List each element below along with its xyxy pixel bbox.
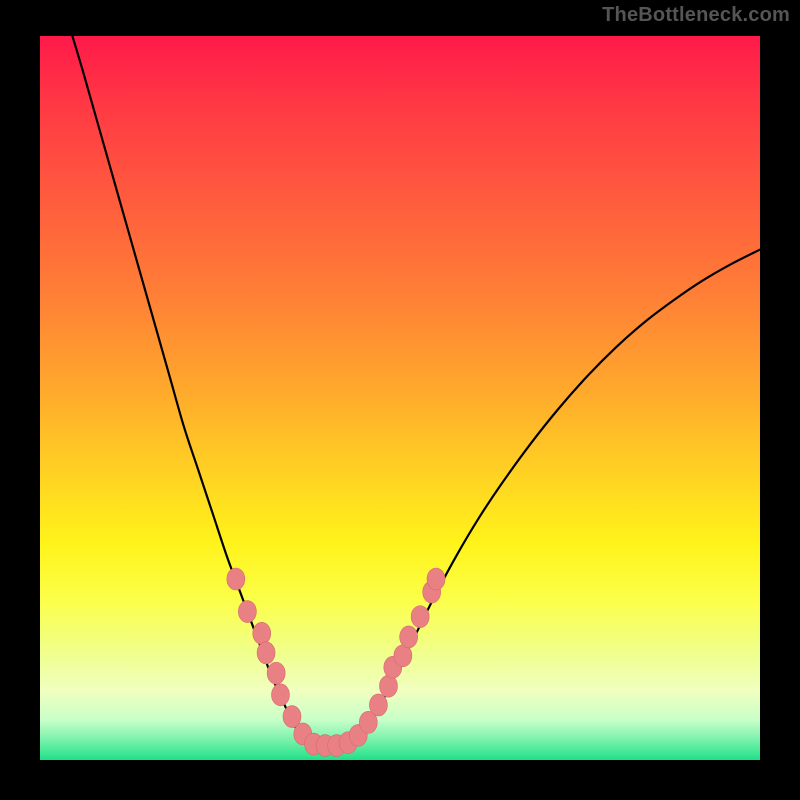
curve-marker	[267, 662, 285, 684]
curve-marker	[400, 626, 418, 648]
curve-marker	[369, 694, 387, 716]
curve-marker	[238, 601, 256, 623]
curve-marker	[427, 568, 445, 590]
chart-svg	[0, 0, 800, 800]
curve-marker	[257, 642, 275, 664]
chart-frame: { "watermark": { "text": "TheBottleneck.…	[0, 0, 800, 800]
curve-marker	[271, 684, 289, 706]
curve-marker	[379, 675, 397, 697]
curve-marker	[253, 622, 271, 644]
watermark-text: TheBottleneck.com	[602, 4, 790, 27]
curve-marker	[227, 568, 245, 590]
curve-marker	[411, 606, 429, 628]
